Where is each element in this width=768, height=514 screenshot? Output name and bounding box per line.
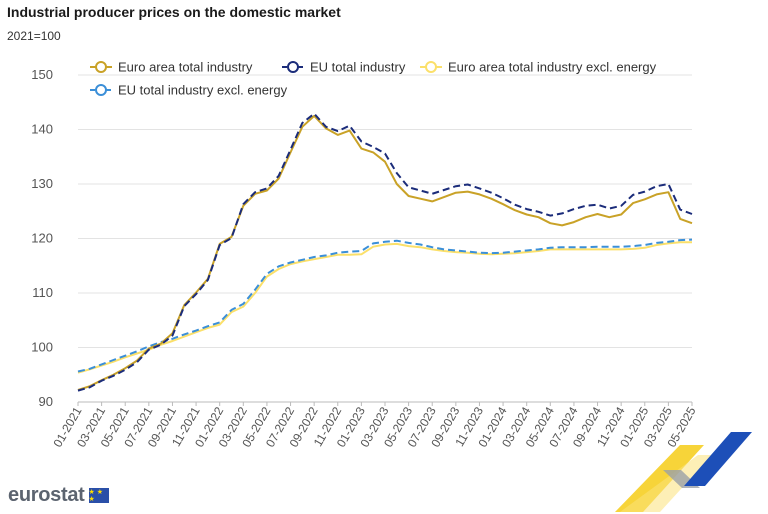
legend-item-0[interactable]: Euro area total industry	[90, 60, 253, 75]
chart-subtitle: 2021=100	[7, 29, 61, 43]
series-line-2	[77, 241, 692, 374]
y-tick-label: 90	[39, 394, 53, 409]
y-axis-ticks: 90 100 110 120 130 140 150	[31, 67, 53, 409]
eurostat-decoration	[615, 432, 752, 512]
y-tick-label: 110	[32, 285, 53, 300]
legend-marker	[425, 61, 437, 73]
legend-label: EU total industry	[310, 60, 406, 75]
legend-marker	[95, 61, 107, 73]
legend-label: Euro area total industry excl. energy	[448, 60, 657, 75]
series-line-3	[77, 238, 693, 373]
grid-lines	[78, 74, 692, 403]
series-line-1	[77, 112, 693, 392]
eurostat-logo: eurostat ★ ★ ★	[8, 484, 109, 507]
legend: Euro area total industry EU total industr…	[90, 60, 657, 98]
series-line-0	[77, 114, 693, 391]
y-tick-label: 150	[31, 67, 53, 82]
logo-text: eurostat	[8, 484, 85, 506]
y-tick-label: 120	[31, 231, 53, 246]
chart-title: Industrial producer prices on the domest…	[7, 4, 341, 20]
x-axis-ticks: 01-202103-202105-202107-202109-202111-20…	[50, 402, 699, 450]
y-tick-label: 130	[31, 176, 53, 191]
legend-label: EU total industry excl. energy	[118, 83, 288, 98]
series-lines	[77, 112, 693, 392]
legend-marker	[287, 61, 299, 73]
y-tick-label: 140	[31, 122, 53, 137]
eu-flag-icon: ★ ★ ★	[88, 488, 109, 503]
legend-item-3[interactable]: EU total industry excl. energy	[90, 83, 288, 98]
legend-marker	[95, 84, 107, 96]
legend-item-2[interactable]: Euro area total industry excl. energy	[420, 60, 657, 75]
legend-item-1[interactable]: EU total industry	[282, 60, 406, 75]
y-tick-label: 100	[31, 340, 53, 355]
legend-label: Euro area total industry	[118, 60, 253, 75]
